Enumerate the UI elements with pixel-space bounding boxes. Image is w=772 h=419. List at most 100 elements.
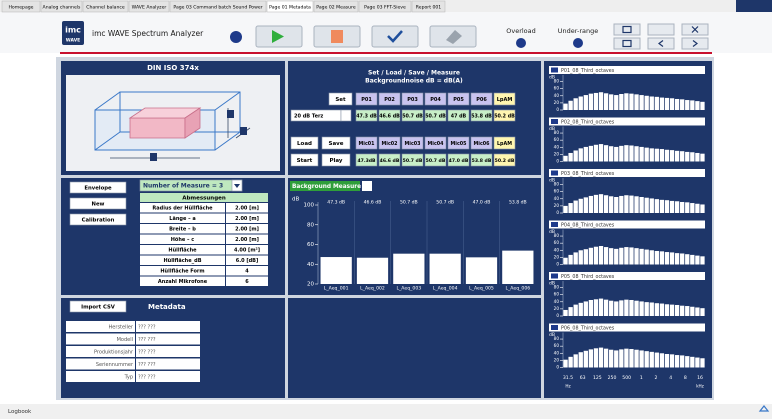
mic-button[interactable] xyxy=(447,136,470,150)
bar xyxy=(573,150,578,162)
table-label: Hüllfläche Form xyxy=(160,269,204,275)
mic-level[interactable] xyxy=(401,153,424,167)
position-level[interactable] xyxy=(447,109,470,122)
position-button[interactable] xyxy=(447,92,470,106)
bar xyxy=(568,152,573,162)
tab[interactable] xyxy=(313,0,359,13)
tab[interactable] xyxy=(411,0,446,13)
value-label: 50.7 dB xyxy=(436,200,454,206)
y-tick-label: 40 xyxy=(307,262,314,268)
tab[interactable] xyxy=(1,0,41,13)
bar xyxy=(609,349,614,368)
start-button[interactable] xyxy=(290,153,319,167)
bar xyxy=(598,246,604,265)
bar xyxy=(695,255,700,265)
envelope-button[interactable] xyxy=(69,181,127,194)
position-button-label: P04 xyxy=(430,97,441,103)
mic-button[interactable] xyxy=(424,136,447,150)
mic-button[interactable] xyxy=(470,136,493,150)
chart-title-box[interactable] xyxy=(290,181,360,191)
position-level-label: 47.3 dB xyxy=(356,114,377,120)
mic-level-label: 50.7 dB xyxy=(403,158,423,164)
tab[interactable] xyxy=(266,0,314,13)
nav-icons xyxy=(622,25,699,48)
mic-level[interactable] xyxy=(447,153,470,167)
table-label-cell xyxy=(140,213,225,223)
mic-level[interactable] xyxy=(470,153,493,167)
chart-title-box xyxy=(549,66,705,74)
position-level[interactable] xyxy=(401,109,424,122)
bar xyxy=(674,98,680,110)
prev-button[interactable] xyxy=(647,37,675,50)
envelope-button[interactable] xyxy=(69,197,127,210)
panel-title: DIN ISO 374x xyxy=(147,64,199,72)
set-button[interactable] xyxy=(328,92,353,106)
load-button[interactable] xyxy=(290,136,319,150)
mic-button[interactable] xyxy=(355,136,378,150)
y-tick-label: 0 xyxy=(556,313,559,318)
position-level[interactable] xyxy=(470,109,493,122)
apply-button[interactable] xyxy=(371,25,419,48)
save-as-button[interactable] xyxy=(613,37,641,50)
bar xyxy=(674,150,680,162)
position-button[interactable] xyxy=(401,92,424,106)
copy-button[interactable] xyxy=(647,23,675,36)
set-button-label: Set xyxy=(335,97,346,103)
bar xyxy=(664,97,670,110)
position-button[interactable] xyxy=(355,92,378,106)
tab[interactable] xyxy=(128,0,170,13)
bar xyxy=(619,94,624,110)
import-button[interactable] xyxy=(69,300,127,313)
band-select-label: 20 dB Terz xyxy=(294,114,323,120)
tab[interactable] xyxy=(169,0,267,13)
mic-button[interactable] xyxy=(493,136,516,150)
y-tick-label: 60 xyxy=(554,137,560,142)
bar xyxy=(598,298,604,316)
position-level[interactable] xyxy=(493,109,516,122)
envelope-button[interactable] xyxy=(69,213,127,226)
table-value: 2.00 [m] xyxy=(235,227,259,233)
tab[interactable] xyxy=(358,0,412,13)
table-label: Hüllfläche xyxy=(168,248,197,254)
tab[interactable] xyxy=(40,0,83,13)
checkbox[interactable] xyxy=(362,181,372,191)
bar xyxy=(609,94,614,110)
bar xyxy=(634,94,639,110)
bar xyxy=(320,257,352,284)
position-button[interactable] xyxy=(378,92,401,106)
play-button[interactable] xyxy=(321,153,351,167)
y-tick-label: 40 xyxy=(554,299,560,304)
position-button[interactable] xyxy=(493,92,516,106)
next-button[interactable] xyxy=(681,37,709,50)
bar xyxy=(619,349,624,368)
position-button[interactable] xyxy=(470,92,493,106)
expand-icon[interactable] xyxy=(758,405,770,412)
x-tick-label: L_Aeq_004 xyxy=(433,286,458,292)
tab[interactable] xyxy=(82,0,129,13)
bar xyxy=(573,304,578,316)
mic-level[interactable] xyxy=(378,153,401,167)
bar xyxy=(649,148,654,162)
position-level[interactable] xyxy=(378,109,401,122)
bar xyxy=(619,247,624,265)
chart-icon xyxy=(551,67,558,73)
mic-level[interactable] xyxy=(424,153,447,167)
mic-button[interactable] xyxy=(401,136,424,150)
bar xyxy=(664,200,670,213)
mic-button[interactable] xyxy=(378,136,401,150)
mic-level[interactable] xyxy=(493,153,516,167)
save-button[interactable] xyxy=(321,136,351,150)
save-button[interactable] xyxy=(613,23,641,36)
measure-select-label: Number of Measure = 3 xyxy=(143,183,223,190)
y-tick-label: 40 xyxy=(554,93,560,98)
bar xyxy=(685,202,690,213)
bar xyxy=(609,300,614,316)
position-level[interactable] xyxy=(355,109,378,122)
position-level[interactable] xyxy=(424,109,447,122)
bar xyxy=(639,301,644,316)
mic-level[interactable] xyxy=(355,153,378,167)
play-icon xyxy=(272,30,284,43)
bar xyxy=(563,309,568,316)
position-button[interactable] xyxy=(424,92,447,106)
dropdown-arrow[interactable] xyxy=(340,109,352,122)
